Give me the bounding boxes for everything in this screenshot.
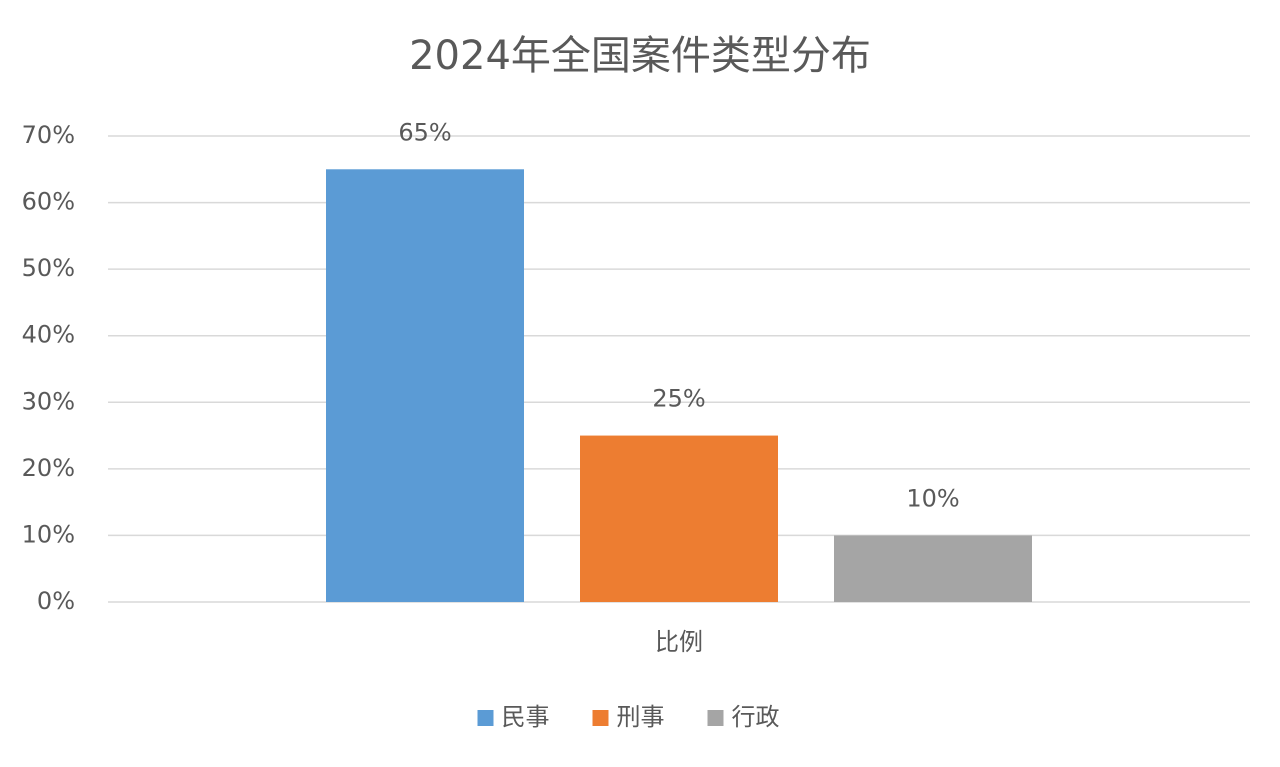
chart-title: 2024年全国案件类型分布 (409, 33, 871, 79)
y-tick-label: 50% (22, 254, 75, 282)
bar (580, 435, 778, 602)
legend-swatch (707, 710, 724, 726)
x-tick-label: 比例 (655, 628, 703, 656)
y-tick-label: 20% (22, 454, 75, 482)
legend-label: 刑事 (617, 703, 665, 731)
y-tick-label: 30% (22, 387, 75, 415)
legend-label: 行政 (732, 703, 780, 731)
legend-swatch (592, 710, 609, 726)
y-tick-label: 70% (22, 121, 75, 149)
bar (326, 169, 524, 603)
y-tick-label: 10% (22, 520, 75, 548)
bar (834, 535, 1032, 602)
legend-label: 民事 (502, 703, 550, 731)
data-label: 25% (652, 385, 705, 413)
legend-swatch (477, 710, 494, 726)
y-tick-label: 60% (22, 188, 75, 216)
y-tick-label: 0% (37, 587, 75, 615)
data-label: 65% (398, 118, 451, 146)
y-tick-label: 40% (22, 321, 75, 349)
data-label: 10% (906, 484, 959, 512)
